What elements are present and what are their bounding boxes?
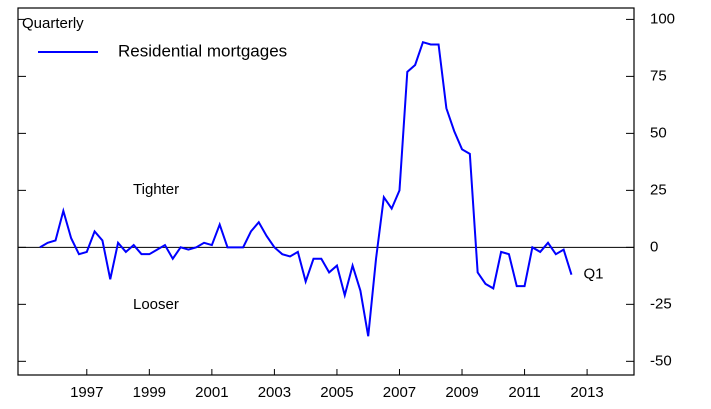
y-tick-label: -25	[650, 295, 672, 312]
y-tick-label: 25	[650, 181, 667, 198]
frequency-note: Quarterly	[22, 15, 84, 32]
y-tick-label: 100	[650, 10, 675, 27]
x-tick-label: 2009	[445, 384, 478, 401]
x-tick-label: 2001	[195, 384, 228, 401]
x-tick-label: 2005	[320, 384, 353, 401]
x-tick-label: 2011	[508, 384, 540, 401]
end-label: Q1	[583, 266, 603, 283]
x-tick-label: 2003	[258, 384, 291, 401]
x-tick-label: 1997	[70, 384, 103, 401]
y-tick-label: 75	[650, 67, 667, 84]
y-tick-label: -50	[650, 352, 672, 369]
x-tick-label: 2007	[383, 384, 416, 401]
plot-frame	[17, 7, 635, 376]
x-tick-label: 1999	[133, 384, 166, 401]
tighter-note: Tighter	[133, 181, 179, 198]
y-tick-label: 0	[650, 238, 658, 255]
series-line	[39, 40, 573, 337]
looser-note: Looser	[133, 296, 179, 313]
x-tick-label: 2013	[570, 384, 603, 401]
legend-label: Residential mortgages	[118, 41, 287, 60]
y-tick-label: 50	[650, 124, 667, 141]
